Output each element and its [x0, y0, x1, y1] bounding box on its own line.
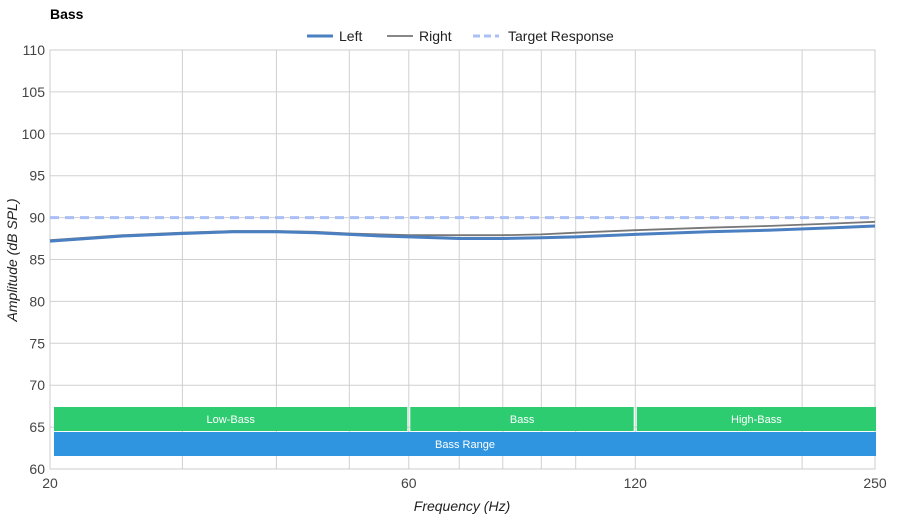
grid [50, 49, 875, 470]
band-bar [636, 407, 876, 431]
band-label: Bass [510, 414, 535, 426]
band-label: Low-Bass [207, 414, 256, 426]
band-label: Bass Range [435, 439, 495, 451]
y-tick-label: 90 [29, 210, 45, 226]
plot-area [49, 49, 876, 470]
y-axis-label: Amplitude (dB SPL) [4, 199, 20, 323]
y-tick-label: 75 [29, 335, 45, 351]
band-bar [410, 407, 634, 431]
series-line [49, 224, 876, 243]
y-tick-label: 80 [29, 293, 45, 309]
y-tick-label: 70 [29, 377, 45, 393]
legend-label: Right [419, 28, 452, 44]
x-axis-ticks: 20 60 120 250 [42, 475, 887, 491]
x-axis-label: Frequency (Hz) [414, 498, 510, 514]
frequency-bands: Low-Bass Bass High-Bass Bass Range [54, 407, 876, 456]
x-tick-label: 120 [624, 475, 648, 491]
y-tick-label: 65 [29, 419, 45, 435]
y-tick-label: 105 [22, 84, 46, 100]
y-tick-label: 60 [29, 461, 45, 477]
y-tick-label: 85 [29, 252, 45, 268]
legend: Left Right Target Response [307, 28, 614, 44]
y-tick-label: 100 [22, 126, 46, 142]
series-lines [49, 216, 876, 243]
y-tick-label: 110 [23, 42, 46, 58]
legend-label: Target Response [508, 28, 614, 44]
x-tick-label: 60 [401, 475, 417, 491]
y-axis-ticks: 60 65 70 75 80 85 90 95 100 105 110 [22, 42, 46, 477]
band-label: High-Bass [731, 414, 782, 426]
band-bar [54, 407, 408, 431]
legend-label: Left [339, 28, 362, 44]
y-tick-label: 95 [29, 168, 45, 184]
x-tick-label: 250 [863, 475, 887, 491]
band-bar [54, 432, 876, 456]
chart-title: Bass [50, 6, 84, 22]
x-tick-label: 20 [42, 475, 58, 491]
